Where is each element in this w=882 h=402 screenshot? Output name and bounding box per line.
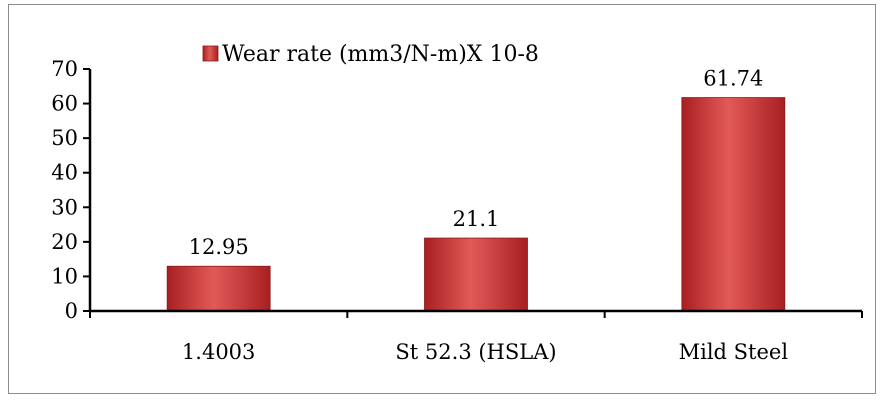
bar [166, 265, 271, 312]
legend-swatch [202, 45, 219, 62]
x-category-label: St 52.3 (HSLA) [395, 340, 556, 364]
data-label: 61.74 [703, 67, 763, 91]
y-axis-ticks: 0 10 20 30 40 50 60 70 [51, 57, 90, 323]
y-tick-label: 70 [51, 57, 78, 81]
y-tick-label: 40 [51, 161, 78, 185]
legend-label: Wear rate (mm3/N-m)X 10-8 [222, 42, 539, 67]
bar [424, 237, 528, 312]
x-category-label: Mild Steel [679, 340, 789, 364]
y-tick-label: 50 [51, 126, 78, 150]
data-label: 12.95 [189, 235, 249, 259]
bars [166, 97, 786, 312]
legend: Wear rate (mm3/N-m)X 10-8 [202, 42, 539, 67]
y-tick-label: 60 [51, 92, 78, 116]
y-tick-label: 20 [51, 230, 78, 254]
y-tick-label: 30 [51, 195, 78, 219]
y-tick-label: 0 [65, 299, 78, 323]
y-tick-label: 10 [51, 264, 78, 288]
data-labels: 12.95 21.1 61.74 [189, 67, 764, 260]
x-axis-labels: 1.4003 St 52.3 (HSLA) Mild Steel [89, 311, 863, 364]
bar [681, 97, 786, 312]
data-label: 21.1 [453, 207, 500, 231]
x-category-label: 1.4003 [182, 340, 255, 364]
